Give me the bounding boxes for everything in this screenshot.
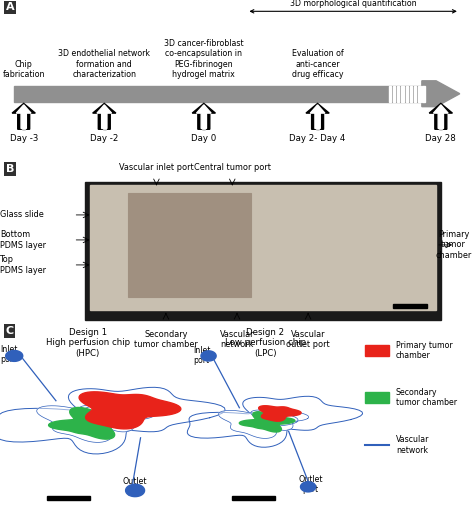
Text: Primary
tumor
chamber: Primary tumor chamber xyxy=(436,230,472,260)
Text: Top
PDMS layer: Top PDMS layer xyxy=(0,255,46,275)
Polygon shape xyxy=(126,484,145,496)
Text: Vascular
network: Vascular network xyxy=(396,435,429,454)
FancyArrow shape xyxy=(434,105,448,128)
Text: Inlet
port: Inlet port xyxy=(193,346,210,365)
Bar xyxy=(393,86,395,102)
Bar xyxy=(14,86,422,102)
Bar xyxy=(232,496,275,500)
Text: Vascular
outlet port: Vascular outlet port xyxy=(286,330,330,349)
Text: Glass slide: Glass slide xyxy=(0,211,44,220)
Bar xyxy=(406,86,408,102)
Text: Design 1
High perfusion chip
(HPC): Design 1 High perfusion chip (HPC) xyxy=(46,328,130,358)
Text: Chip
fabrication: Chip fabrication xyxy=(2,60,45,79)
Bar xyxy=(202,113,206,129)
Text: Evaluation of
anti-cancer
drug efficacy: Evaluation of anti-cancer drug efficacy xyxy=(292,49,344,79)
Bar xyxy=(365,392,389,403)
Text: Day 2- Day 4: Day 2- Day 4 xyxy=(290,134,346,143)
Text: Inlet
port: Inlet port xyxy=(0,345,18,365)
Text: Outlet
port: Outlet port xyxy=(123,477,147,496)
Text: Day 0: Day 0 xyxy=(191,134,217,143)
Bar xyxy=(316,113,319,129)
FancyArrow shape xyxy=(429,104,452,129)
Text: Outlet
port: Outlet port xyxy=(298,475,323,494)
Polygon shape xyxy=(201,351,216,361)
Bar xyxy=(47,496,90,500)
Bar xyxy=(439,113,443,129)
Bar xyxy=(365,345,389,356)
FancyArrow shape xyxy=(197,105,211,128)
Text: Day -3: Day -3 xyxy=(9,134,38,143)
FancyArrow shape xyxy=(306,104,329,129)
Text: B: B xyxy=(6,164,14,174)
Polygon shape xyxy=(187,396,363,447)
Polygon shape xyxy=(6,350,23,362)
Bar xyxy=(389,86,391,102)
Polygon shape xyxy=(0,387,225,454)
Polygon shape xyxy=(79,392,181,429)
Text: Primary tumor
chamber: Primary tumor chamber xyxy=(396,341,452,360)
Text: 3D endothelial network
formation and
characterization: 3D endothelial network formation and cha… xyxy=(58,49,150,79)
Text: Central tumor port: Central tumor port xyxy=(194,163,271,172)
Text: Vascular
network: Vascular network xyxy=(220,330,254,349)
FancyArrow shape xyxy=(422,81,460,107)
Polygon shape xyxy=(239,412,295,432)
Bar xyxy=(418,86,420,102)
Text: Secondary
tumor chamber: Secondary tumor chamber xyxy=(134,330,198,349)
Polygon shape xyxy=(219,409,298,438)
Text: Vascular inlet port: Vascular inlet port xyxy=(119,163,194,172)
Text: Bottom
PDMS layer: Bottom PDMS layer xyxy=(0,230,46,249)
FancyArrow shape xyxy=(97,105,111,128)
Polygon shape xyxy=(259,406,301,421)
Polygon shape xyxy=(49,408,136,439)
Text: Long-term culture and
3D morphological quantification: Long-term culture and 3D morphological q… xyxy=(290,0,417,8)
Polygon shape xyxy=(301,482,316,492)
Bar xyxy=(414,86,416,102)
Bar xyxy=(85,182,441,320)
Bar xyxy=(439,113,443,129)
Bar xyxy=(22,113,26,129)
Bar xyxy=(90,185,436,310)
FancyArrow shape xyxy=(12,104,35,129)
FancyArrow shape xyxy=(17,105,31,128)
Text: Design 2
Low perfusion chip
(LPC): Design 2 Low perfusion chip (LPC) xyxy=(225,328,306,358)
Polygon shape xyxy=(36,404,141,442)
Bar xyxy=(202,113,206,129)
Polygon shape xyxy=(79,404,155,432)
FancyArrow shape xyxy=(92,104,116,129)
Text: Day 28: Day 28 xyxy=(426,134,456,143)
Bar xyxy=(102,113,106,129)
Bar xyxy=(128,193,251,296)
Bar xyxy=(393,304,427,308)
Text: Day -2: Day -2 xyxy=(90,134,118,143)
FancyArrow shape xyxy=(192,104,215,129)
Bar xyxy=(422,86,425,102)
Bar xyxy=(401,86,404,102)
Polygon shape xyxy=(251,409,309,430)
Bar xyxy=(316,113,319,129)
Bar xyxy=(410,86,412,102)
Bar xyxy=(22,113,26,129)
Text: C: C xyxy=(6,326,14,336)
Text: A: A xyxy=(6,3,14,13)
Bar xyxy=(397,86,400,102)
Bar xyxy=(102,113,106,129)
Text: Secondary
tumor chamber: Secondary tumor chamber xyxy=(396,388,457,408)
FancyArrow shape xyxy=(310,105,325,128)
Text: 3D cancer-fibroblast
co-encapsulation in
PEG-fibrinogen
hydrogel matrix: 3D cancer-fibroblast co-encapsulation in… xyxy=(164,39,244,79)
